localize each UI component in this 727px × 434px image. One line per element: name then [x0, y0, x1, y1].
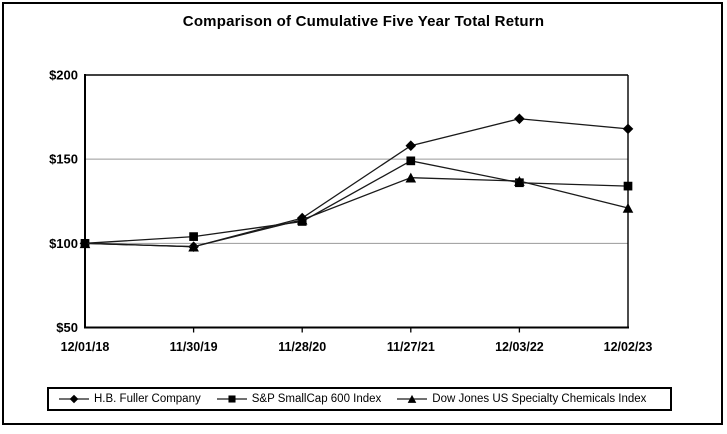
legend-item-label: Dow Jones US Specialty Chemicals Index [432, 393, 647, 405]
legend: H.B. Fuller Company S&P SmallCap 600 Ind… [47, 387, 672, 411]
svg-text:11/30/19: 11/30/19 [170, 340, 218, 354]
legend-item-dow-jones: Dow Jones US Specialty Chemicals Index [397, 393, 646, 405]
triangle-marker-icon [397, 393, 428, 405]
legend-item-label: S&P SmallCap 600 Index [251, 393, 382, 405]
legend-item-sp-smallcap: S&P SmallCap 600 Index [216, 393, 382, 405]
legend-item-hb-fuller: H.B. Fuller Company [59, 393, 201, 405]
square-marker-icon [216, 393, 247, 405]
svg-text:11/28/20: 11/28/20 [278, 340, 326, 354]
svg-text:12/02/23: 12/02/23 [604, 340, 653, 354]
svg-text:$100: $100 [49, 236, 78, 251]
chart-title: Comparison of Cumulative Five Year Total… [182, 13, 545, 30]
legend-item-label: H.B. Fuller Company [94, 393, 201, 405]
chart-border [2, 2, 723, 425]
svg-text:$200: $200 [49, 68, 78, 83]
svg-text:12/01/18: 12/01/18 [61, 340, 110, 354]
svg-text:$50: $50 [56, 320, 78, 335]
svg-text:12/03/22: 12/03/22 [495, 340, 544, 354]
diamond-marker-icon [59, 393, 89, 405]
svg-text:$150: $150 [49, 152, 78, 167]
svg-text:11/27/21: 11/27/21 [387, 340, 435, 354]
